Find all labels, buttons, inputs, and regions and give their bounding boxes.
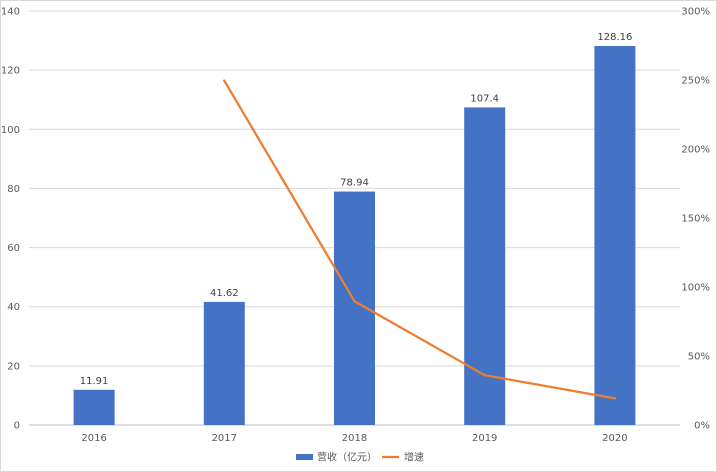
- legend-label: 营收（亿元）: [317, 451, 377, 464]
- data-label: 107.4: [470, 93, 499, 104]
- x-tick-label: 2019: [472, 433, 497, 444]
- y-left-tick-label: 140: [1, 7, 20, 18]
- y-left-tick-label: 80: [7, 184, 20, 195]
- series-line: [223, 79, 617, 400]
- bar: [594, 46, 636, 425]
- y-left-tick-label: 40: [7, 302, 20, 313]
- y-right-tick-label: 150%: [681, 214, 710, 225]
- legend-label: 增速: [404, 451, 424, 464]
- y-right-tick-label: 50%: [688, 352, 710, 363]
- y-left-tick-label: 20: [7, 361, 20, 372]
- bar: [203, 301, 245, 425]
- y-left-tick-label: 60: [7, 243, 20, 254]
- x-tick-label: 2018: [342, 433, 367, 444]
- line-point: [613, 397, 617, 400]
- x-tick-label: 2017: [212, 433, 237, 444]
- line-point: [353, 300, 356, 303]
- x-tick-label: 2020: [602, 433, 627, 444]
- y-right-tick-label: 100%: [681, 283, 710, 294]
- y-right-tick-label: 200%: [681, 145, 710, 156]
- legend-swatch-bar: [296, 454, 313, 460]
- y-right-tick-label: 300%: [681, 7, 710, 18]
- y-right-tick-label: 250%: [681, 76, 710, 87]
- data-label: 11.91: [80, 376, 109, 387]
- bar: [73, 389, 115, 425]
- y-left-tick-label: 0: [14, 421, 20, 432]
- x-tick-label: 2016: [81, 433, 106, 444]
- line-point: [223, 79, 226, 82]
- y-right-tick-label: 0%: [694, 421, 710, 432]
- data-label: 78.94: [340, 178, 369, 189]
- data-label: 41.62: [210, 288, 239, 299]
- line-point: [483, 373, 486, 377]
- y-left-tick-label: 100: [1, 125, 20, 136]
- data-label: 128.16: [597, 32, 632, 43]
- y-left-tick-label: 120: [1, 66, 20, 77]
- bar: [464, 107, 506, 425]
